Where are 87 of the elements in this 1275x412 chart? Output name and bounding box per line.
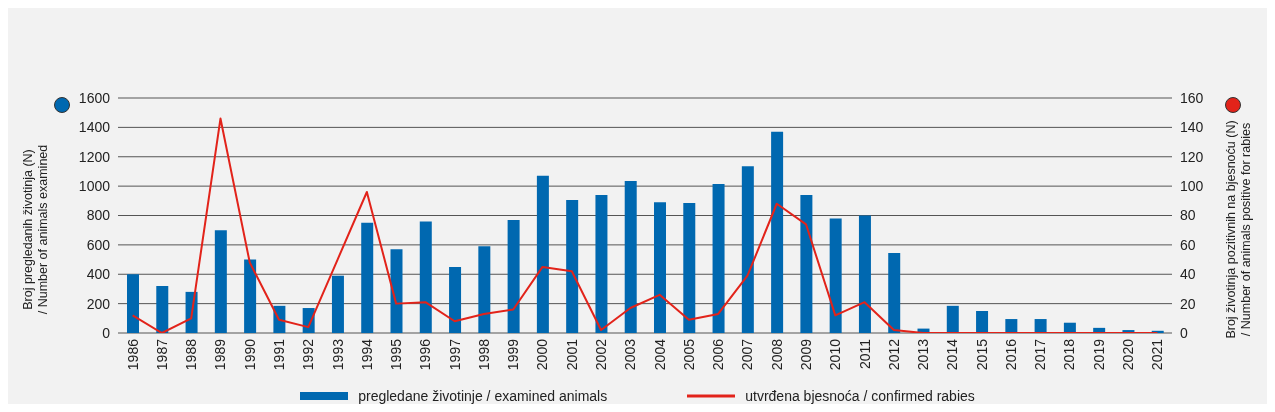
x-tick-label: 2013 — [915, 338, 932, 371]
bar — [654, 202, 666, 333]
bar — [712, 183, 725, 333]
bar — [1005, 319, 1018, 333]
x-tick-label: 1998 — [475, 338, 492, 371]
y2-tick-label: 140 — [1180, 119, 1204, 136]
y2-axis-title: Broj životinja pozitivnih na bjesnoću (N) / Number of animals positive for rabies — [1224, 120, 1253, 339]
x-tick-label: 2005 — [680, 338, 697, 371]
x-tick-label: 2014 — [944, 338, 961, 371]
bar — [507, 219, 520, 333]
bar — [771, 131, 784, 333]
x-tick-label: 1987 — [153, 338, 170, 371]
x-tick-label: 2008 — [768, 338, 785, 371]
y2-tick-label: 120 — [1180, 148, 1204, 165]
x-tick-label: 2010 — [827, 338, 844, 371]
bar — [976, 310, 989, 333]
y2-tick-label: 20 — [1180, 295, 1196, 312]
legend-label: utvrđena bjesnoća / confirmed rabies — [745, 388, 975, 404]
x-tick-label: 2021 — [1149, 338, 1166, 371]
x-tick-label: 2009 — [797, 338, 814, 371]
y-tick-label: 600 — [86, 236, 111, 253]
bar — [390, 249, 403, 333]
y-axis-title: Broj pregledanih životinja (N) / Number of animals examined — [21, 144, 50, 315]
x-tick-label: 2012 — [885, 338, 902, 371]
x-tick-label: 1995 — [388, 338, 405, 371]
x-tick-label: 1992 — [300, 338, 317, 371]
x-tick-label: 2000 — [534, 338, 551, 371]
y-tick-label: 200 — [86, 295, 111, 312]
bar — [741, 166, 754, 333]
y2-tick-label: 100 — [1180, 178, 1204, 195]
y-tick-label: 1400 — [78, 119, 111, 136]
bar — [361, 222, 374, 333]
bar — [946, 305, 959, 333]
bar — [1034, 319, 1047, 333]
y2-tick-label: 160 — [1180, 89, 1204, 106]
y2-tick-label: 80 — [1180, 207, 1196, 224]
x-tick-label: 2020 — [1120, 338, 1137, 371]
x-tick-label: 1986 — [124, 338, 141, 371]
y2-tick-label: 0 — [1180, 324, 1188, 341]
x-tick-label: 2016 — [1002, 338, 1019, 371]
bar — [800, 194, 813, 333]
x-tick-label: 1988 — [183, 338, 200, 371]
x-tick-label: 2015 — [973, 338, 990, 371]
bar — [858, 215, 871, 333]
x-tick-label: 1990 — [241, 338, 258, 371]
y-tick-label: 1200 — [78, 148, 111, 165]
line-series — [131, 117, 1159, 333]
x-tick-label: 2011 — [856, 338, 873, 370]
x-tick-label: 2006 — [710, 338, 727, 371]
y-tick-label: 0 — [102, 324, 111, 341]
bar — [214, 230, 227, 333]
x-tick-label: 1997 — [446, 338, 463, 371]
x-tick-label: 2019 — [1090, 338, 1107, 371]
x-tick-label: 2004 — [651, 338, 668, 371]
x-tick-label: 1996 — [417, 338, 434, 371]
bar — [683, 203, 696, 333]
bar — [829, 218, 842, 333]
bar — [888, 252, 901, 333]
x-tick-label: 2003 — [622, 338, 639, 371]
x-tick-label: 1993 — [329, 338, 346, 371]
bar — [566, 200, 579, 333]
x-tick-label: 2002 — [593, 338, 610, 371]
bar — [244, 259, 257, 333]
y-tick-label: 1600 — [78, 89, 111, 106]
x-tick-label: 2017 — [1032, 338, 1049, 371]
bar — [156, 286, 169, 333]
x-tick-label: 2001 — [563, 338, 580, 371]
x-tick-label: 2007 — [739, 338, 756, 371]
bar — [449, 266, 462, 333]
y-tick-label: 400 — [86, 266, 111, 283]
bar — [536, 175, 549, 333]
bar — [595, 194, 608, 333]
bar — [624, 180, 637, 333]
bar — [127, 274, 139, 333]
y-tick-label: 800 — [86, 207, 111, 224]
y2-tick-label: 60 — [1180, 236, 1196, 253]
legend-label: pregledane životinje / examined animals — [358, 388, 608, 404]
x-tick-label: 1989 — [212, 338, 229, 371]
bar — [331, 275, 344, 333]
x-tick-label: 1999 — [505, 338, 522, 371]
bar — [478, 246, 491, 333]
x-tick-label: 2018 — [1061, 338, 1078, 371]
y-tick-label: 1000 — [78, 178, 111, 195]
y2-tick-label: 40 — [1180, 266, 1196, 283]
bar — [419, 221, 432, 333]
x-tick-label: 1994 — [358, 338, 375, 371]
x-tick-label: 1991 — [270, 338, 287, 371]
